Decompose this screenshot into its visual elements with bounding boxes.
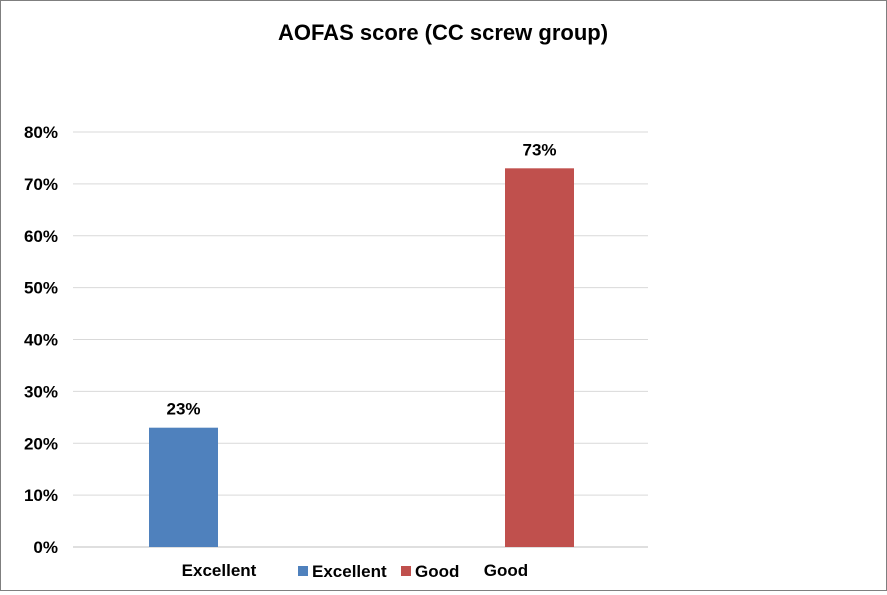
y-tick-label: 50% bbox=[24, 279, 58, 298]
data-label: 73% bbox=[522, 140, 556, 159]
x-category-label: Good bbox=[484, 561, 528, 580]
bar-excellent bbox=[149, 427, 218, 547]
legend-swatch bbox=[401, 566, 411, 576]
legend-item: Good bbox=[401, 562, 459, 581]
y-tick-label: 80% bbox=[24, 123, 58, 142]
legend-item: Excellent bbox=[298, 562, 387, 581]
x-category-label: Excellent bbox=[182, 561, 257, 580]
data-labels: 23% 73% bbox=[166, 140, 556, 418]
y-axis: 0% 10% 20% 30% 40% 50% 60% 70% 80% bbox=[24, 123, 58, 557]
x-axis-categories: Excellent Good bbox=[182, 561, 529, 580]
y-tick-label: 10% bbox=[24, 486, 58, 505]
chart-title: AOFAS score (CC screw group) bbox=[278, 20, 608, 45]
y-tick-label: 70% bbox=[24, 175, 58, 194]
legend-swatch bbox=[298, 566, 308, 576]
y-tick-label: 60% bbox=[24, 227, 58, 246]
legend-label: Good bbox=[415, 562, 459, 581]
y-tick-label: 0% bbox=[33, 538, 58, 557]
data-label: 23% bbox=[166, 400, 200, 419]
y-tick-label: 30% bbox=[24, 382, 58, 401]
y-tick-label: 40% bbox=[24, 331, 58, 350]
legend-label: Excellent bbox=[312, 562, 387, 581]
legend: Excellent Good bbox=[298, 562, 459, 581]
y-tick-label: 20% bbox=[24, 434, 58, 453]
bar-good bbox=[505, 168, 574, 547]
bars bbox=[149, 168, 574, 547]
